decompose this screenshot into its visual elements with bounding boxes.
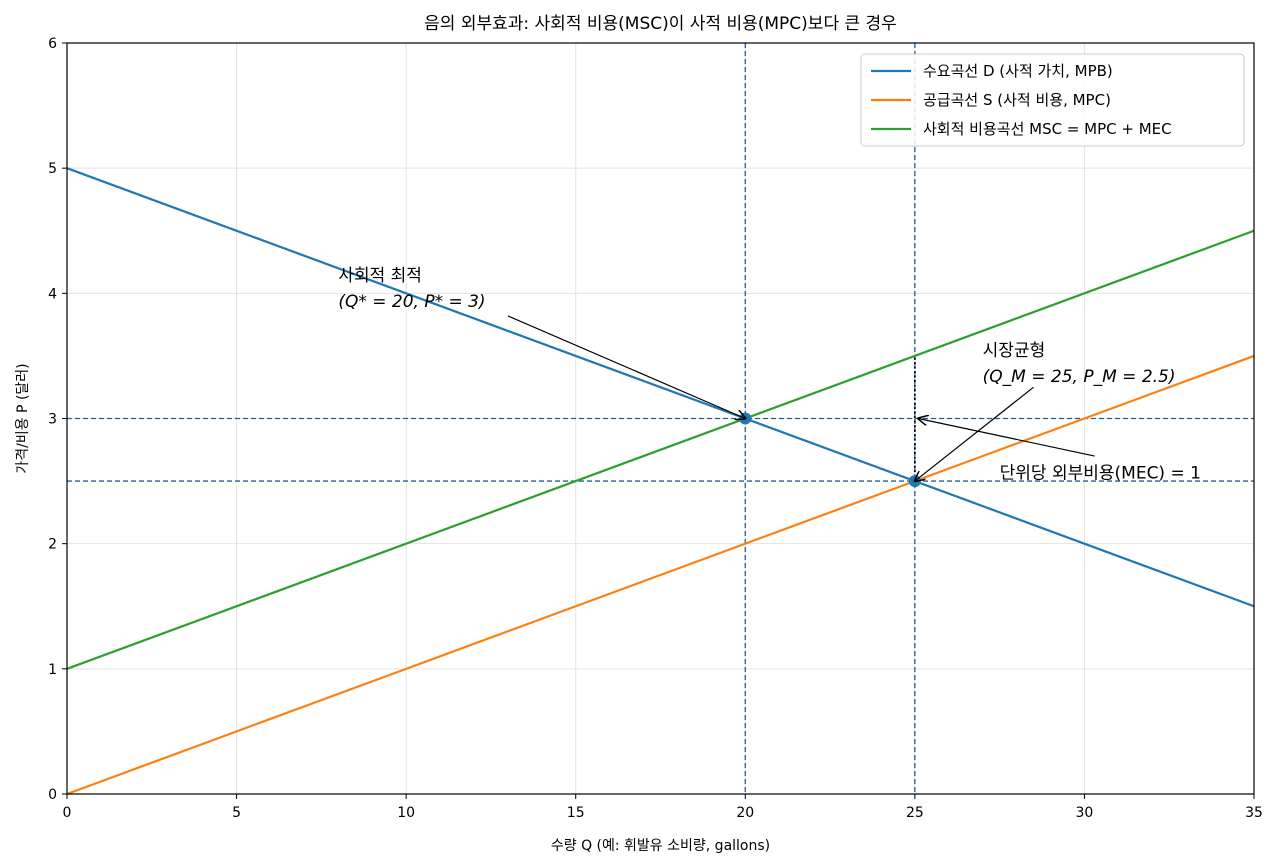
y-axis-label: 가격/비용 P (달러) bbox=[15, 363, 31, 473]
legend-label-3: 사회적 비용곡선 MSC = MPC + MEC bbox=[923, 120, 1172, 138]
series-line-2 bbox=[66, 354, 1255, 796]
y-tick-label: 3 bbox=[48, 412, 57, 428]
y-tick-label: 1 bbox=[48, 662, 57, 678]
annotation-arrow-market-equilibrium bbox=[915, 386, 1034, 481]
annotation-math-market-equilibrium: (Q_M = 25, P_M = 2.5) bbox=[983, 367, 1176, 387]
x-tick-label: 25 bbox=[906, 805, 924, 821]
legend: 수요곡선 D (사적 가치, MPB) 공급곡선 S (사적 비용, MPC) 사회… bbox=[860, 53, 1245, 147]
annotation-text-social-optimum: 사회적 최적 bbox=[338, 266, 422, 286]
axis-ticks: 0 5 10 15 20 25 30 35 0 1 2 3 4 5 6 bbox=[48, 36, 1263, 821]
x-axis-label: 수량 Q (예: 휘발유 소비량, gallons) bbox=[551, 838, 770, 854]
series-lines bbox=[66, 167, 1255, 796]
x-tick-label: 5 bbox=[232, 805, 241, 821]
annotation-arrow-social-optimum bbox=[507, 315, 745, 419]
series-line-3 bbox=[66, 229, 1255, 670]
x-tick-label: 15 bbox=[567, 805, 585, 821]
y-tick-label: 5 bbox=[48, 161, 57, 177]
y-tick-label: 6 bbox=[48, 36, 57, 52]
reference-lines bbox=[67, 43, 1254, 794]
x-tick-label: 10 bbox=[397, 805, 415, 821]
y-tick-label: 0 bbox=[48, 787, 57, 803]
annotation-math-social-optimum: (Q* = 20, P* = 3) bbox=[338, 292, 485, 312]
annotation-text-market-equilibrium: 시장균형 bbox=[983, 341, 1046, 361]
annotation-text-mec: 단위당 외부비용(MEC) = 1 bbox=[1000, 464, 1201, 484]
annotations: 사회적 최적 (Q* = 20, P* = 3) 시장균형 (Q_M = 25, P_… bbox=[338, 266, 1201, 484]
x-tick-label: 35 bbox=[1245, 805, 1263, 821]
legend-box bbox=[860, 53, 1245, 147]
legend-label-2: 공급곡선 S (사적 비용, MPC) bbox=[923, 91, 1111, 109]
x-tick-label: 30 bbox=[1076, 805, 1094, 821]
y-tick-label: 2 bbox=[48, 537, 57, 553]
y-tick-label: 4 bbox=[48, 286, 57, 302]
annotation-arrow-mec bbox=[918, 419, 1095, 457]
x-tick-label: 20 bbox=[736, 805, 754, 821]
x-tick-label: 0 bbox=[63, 805, 72, 821]
series-line-1 bbox=[66, 167, 1255, 608]
legend-label-1: 수요곡선 D (사적 가치, MPB) bbox=[923, 62, 1113, 80]
chart-title: 음의 외부효과: 사회적 비용(MSC)이 사적 비용(MPC)보다 큰 경우 bbox=[424, 14, 897, 34]
